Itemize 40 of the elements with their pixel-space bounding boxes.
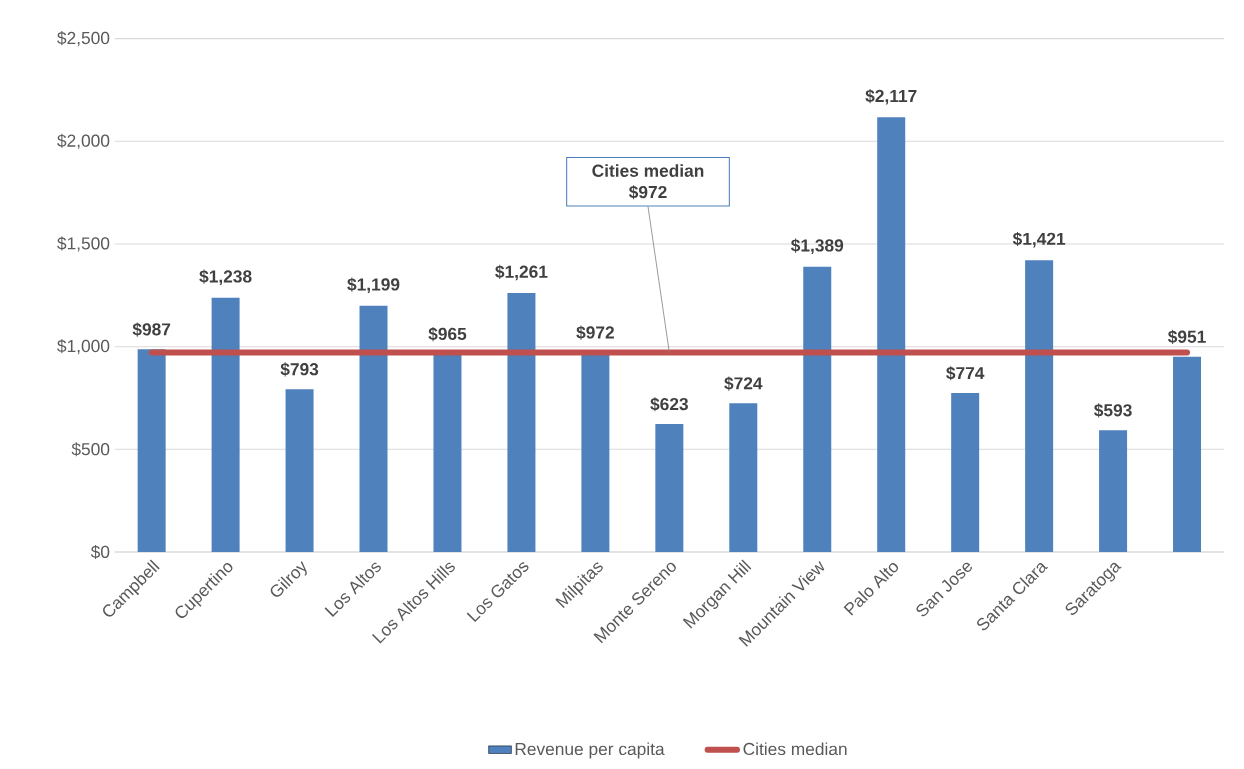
bar: [655, 423, 684, 552]
data-label: $972: [576, 325, 614, 340]
data-label: $1,389: [790, 238, 844, 254]
data-label: $623: [650, 397, 688, 412]
bar: [581, 352, 610, 552]
bar: [433, 353, 462, 552]
bar: [507, 292, 536, 552]
data-label: $774: [946, 366, 985, 381]
bar: [1099, 430, 1128, 552]
bar: [211, 297, 240, 552]
data-label: $793: [280, 362, 319, 377]
bar: [729, 403, 758, 552]
data-label: $1,261: [495, 264, 548, 281]
bar: [285, 389, 314, 552]
bar: [951, 392, 980, 552]
bar: [803, 266, 832, 552]
y-tick-label: $0: [90, 544, 110, 559]
data-label: $593: [1094, 403, 1132, 418]
annotation: Cities median $972: [592, 163, 704, 200]
x-tick-label: Palo Alto: [843, 562, 899, 616]
bar: [1025, 260, 1054, 552]
legend-label: Cities median: [743, 742, 847, 755]
y-tick-label: $2,500: [57, 30, 110, 47]
legend-label: Revenue per capita: [515, 742, 665, 759]
data-label: $951: [1167, 329, 1206, 344]
data-label: $987: [132, 322, 171, 337]
bar: [359, 305, 388, 552]
data-label: $1,199: [347, 277, 400, 293]
y-tick-label: $500: [71, 442, 110, 457]
bar: [1173, 356, 1202, 552]
bar: [877, 117, 906, 552]
data-label: $724: [724, 376, 763, 391]
y-tick-label: $2,000: [57, 133, 110, 149]
data-label: $1,238: [199, 269, 252, 285]
data-label: $965: [428, 326, 467, 341]
data-label: $2,117: [865, 88, 917, 105]
bar: [137, 349, 166, 552]
y-tick-label: $1,500: [57, 236, 110, 252]
y-tick-label: $1,000: [57, 338, 110, 355]
data-label: $1,421: [1012, 231, 1066, 248]
